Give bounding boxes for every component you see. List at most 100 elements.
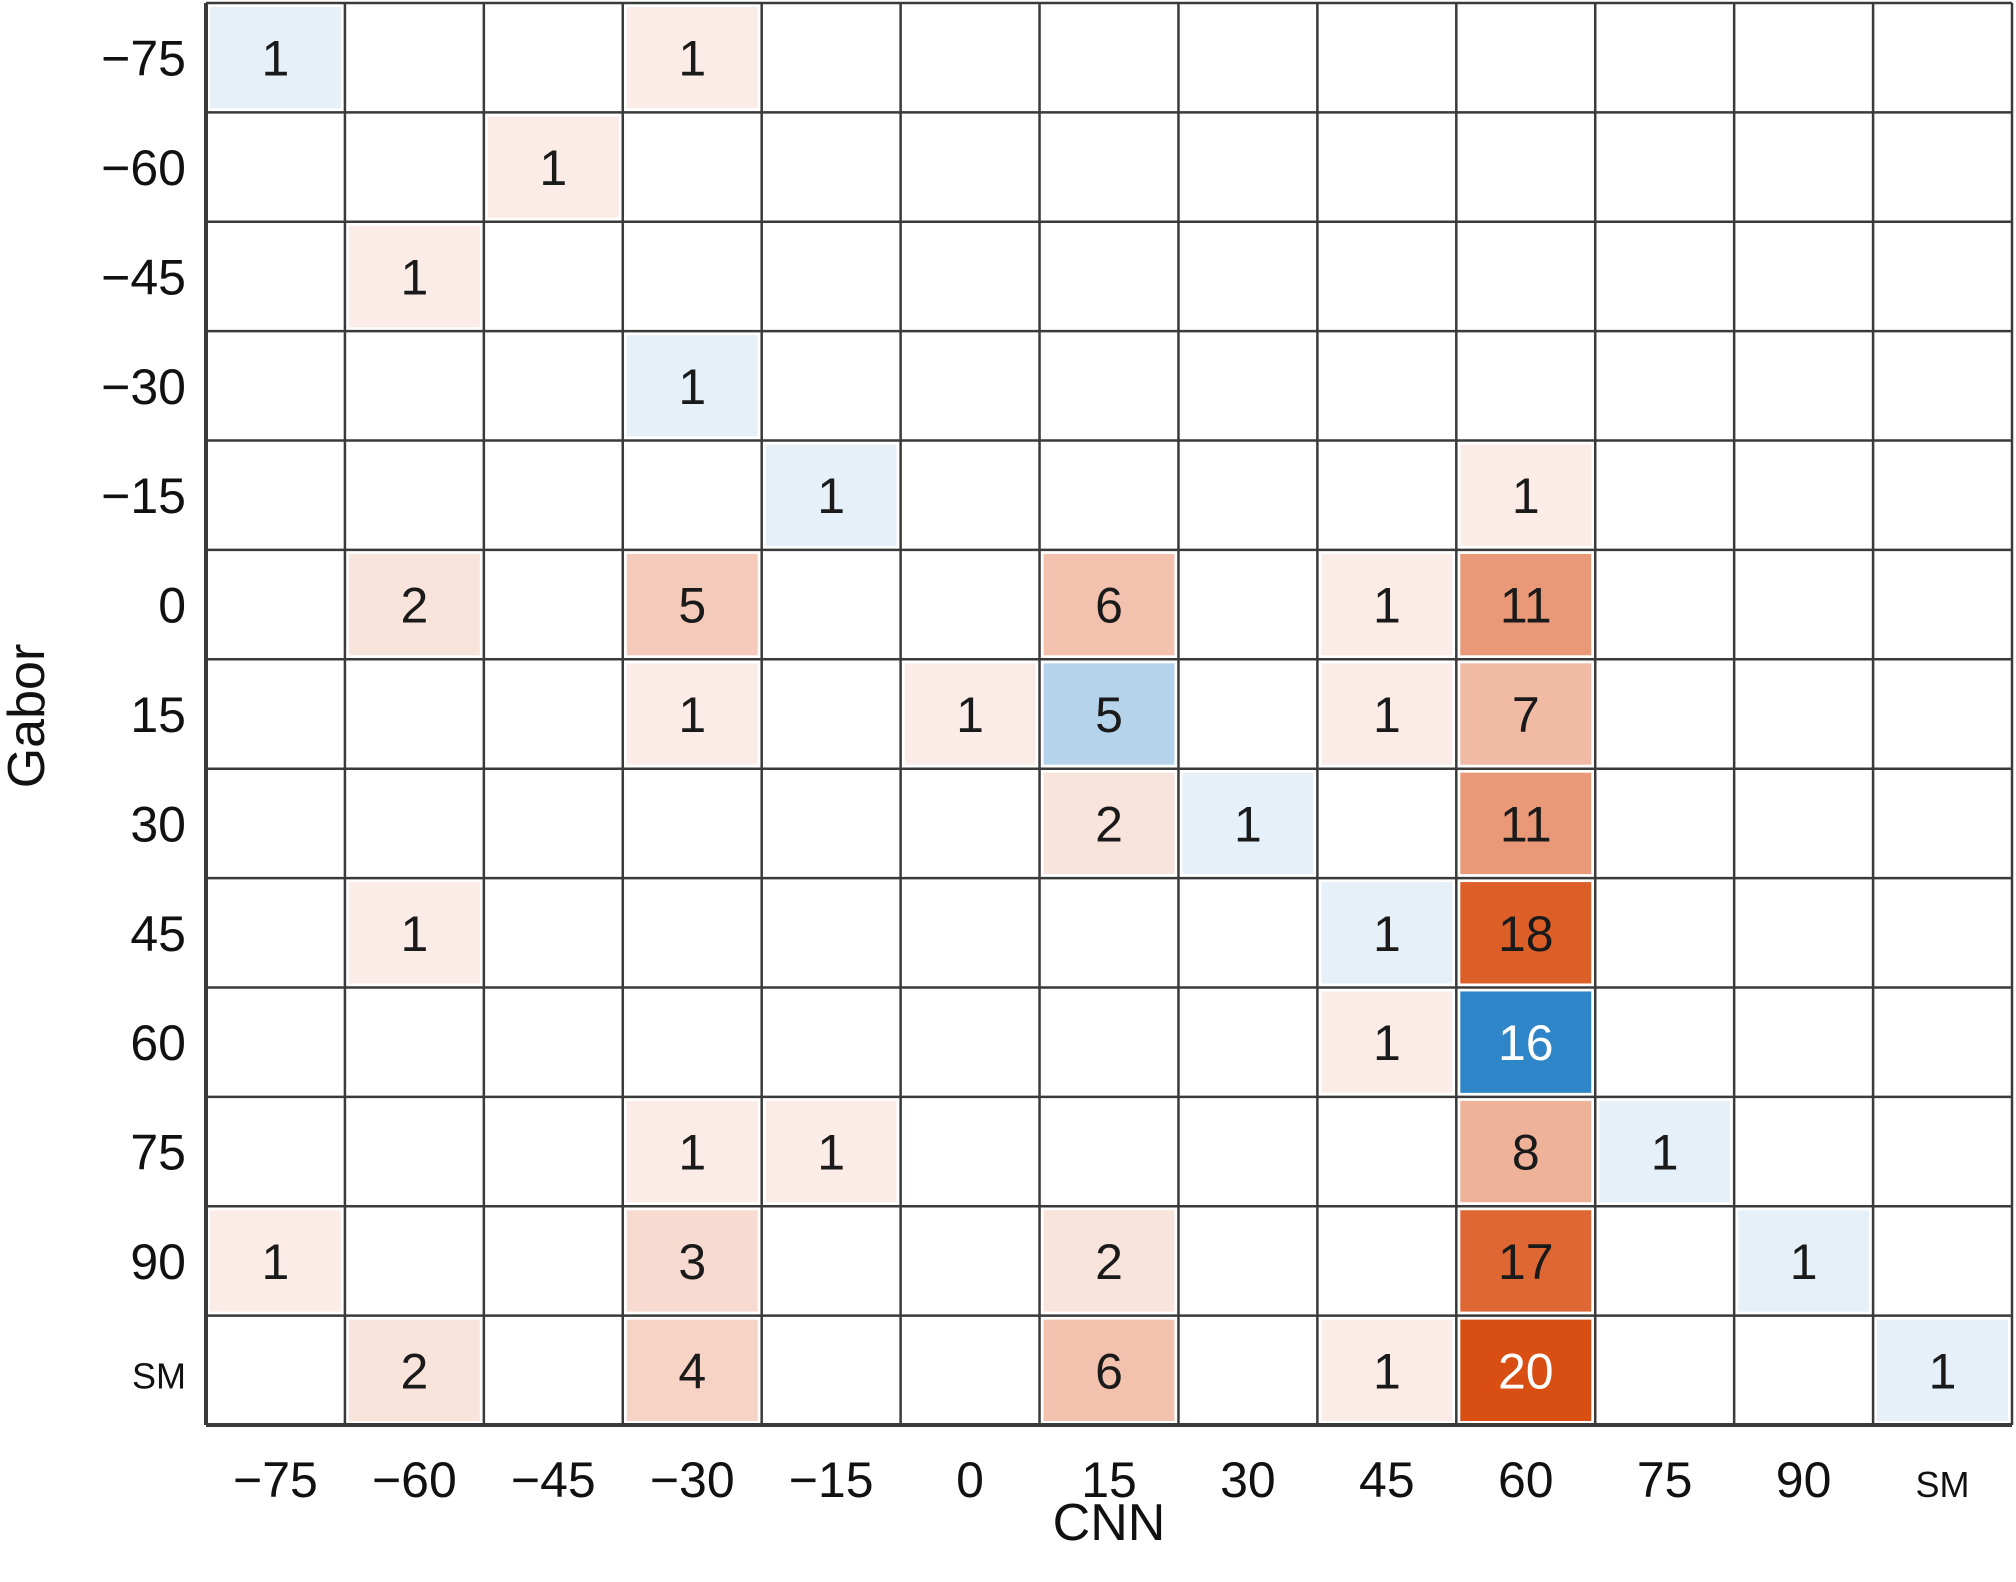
- heatmap-cell-r8-c9: [1460, 882, 1592, 984]
- heatmap-cell-r7-c6: [1043, 772, 1175, 875]
- cell-value-r1-c2: 1: [539, 140, 567, 196]
- heatmap-cell-r10-c9: [1460, 1100, 1592, 1203]
- heatmap-cell-r12-c3: [626, 1319, 758, 1421]
- x-tick-label: 45: [1359, 1452, 1415, 1508]
- cell-value-r5-c9: 11: [1500, 578, 1552, 634]
- heatmap-cell-r10-c3: [626, 1100, 758, 1203]
- x-tick-label: −60: [372, 1452, 457, 1508]
- cell-value-r12-c8: 1: [1373, 1343, 1401, 1399]
- x-tick-label: 60: [1498, 1452, 1554, 1508]
- heatmap-cell-r3-c3: [626, 335, 758, 437]
- cell-value-r10-c3: 1: [678, 1125, 706, 1181]
- heatmap-cell-r5-c1: [348, 553, 480, 656]
- cell-value-r7-c6: 2: [1095, 796, 1123, 852]
- cell-value-r11-c11: 1: [1790, 1234, 1818, 1290]
- cell-value-r9-c9: 16: [1498, 1015, 1554, 1071]
- cell-value-r11-c6: 2: [1095, 1234, 1123, 1290]
- y-tick-label: 45: [130, 906, 186, 962]
- heatmap-cell-r6-c6: [1043, 663, 1175, 765]
- heatmap-cell-r5-c8: [1321, 553, 1453, 656]
- heatmap-cell-r10-c10: [1599, 1100, 1731, 1203]
- heatmap-cell-r4-c9: [1460, 444, 1592, 546]
- heatmap-cell-r9-c8: [1321, 991, 1453, 1093]
- heatmap-cell-r6-c8: [1321, 663, 1453, 765]
- heatmap-cell-r12-c12: [1877, 1319, 2008, 1421]
- cell-value-r6-c3: 1: [678, 687, 706, 743]
- cell-value-r6-c9: 7: [1512, 687, 1540, 743]
- y-tick-label: −30: [101, 359, 186, 415]
- cell-value-r11-c9: 17: [1498, 1234, 1554, 1290]
- cell-value-r0-c3: 1: [678, 31, 706, 87]
- y-tick-label: 75: [130, 1125, 186, 1181]
- x-tick-labels: −75 −60 −45 −30 −15 0 15 30 45 60 75 90 SM: [233, 1452, 1969, 1508]
- heatmap-cell-r8-c1: [348, 882, 480, 984]
- heatmap-cell-r11-c3: [626, 1210, 758, 1312]
- cell-value-r4-c4: 1: [817, 468, 845, 524]
- cell-value-r6-c8: 1: [1373, 687, 1401, 743]
- heatmap-cell-r9-c9: [1460, 991, 1592, 1093]
- heatmap-cell-r10-c4: [765, 1100, 897, 1203]
- heatmap-cell-r5-c3: [626, 553, 758, 656]
- cell-value-r9-c8: 1: [1373, 1015, 1401, 1071]
- y-tick-labels: −75 −60 −45 −30 −15 0 15 30 45 60 75 90 SM: [101, 31, 186, 1397]
- x-tick-label: 30: [1220, 1452, 1276, 1508]
- heatmap-cell-r4-c4: [765, 444, 897, 546]
- heatmap-cell-r12-c9: [1460, 1319, 1592, 1421]
- x-tick-label: 90: [1776, 1452, 1832, 1508]
- heatmap-cell-r11-c0: [210, 1210, 341, 1312]
- y-tick-label: SM: [132, 1355, 186, 1396]
- cell-value-r8-c9: 18: [1498, 906, 1554, 962]
- cell-value-r6-c5: 1: [956, 687, 984, 743]
- cell-value-r8-c1: 1: [400, 906, 428, 962]
- y-tick-label: −15: [101, 468, 186, 524]
- x-tick-label: −75: [233, 1452, 318, 1508]
- heatmap-grid: [204, 1, 2014, 1427]
- heatmap-cell-r11-c11: [1738, 1210, 1870, 1312]
- heatmap-cell-r1-c2: [487, 116, 619, 218]
- heatmap-cell-r6-c5: [904, 663, 1036, 765]
- y-tick-label: 90: [130, 1234, 186, 1290]
- cell-value-r12-c1: 2: [400, 1343, 428, 1399]
- cell-value-r5-c8: 1: [1373, 578, 1401, 634]
- x-tick-label: 75: [1637, 1452, 1693, 1508]
- x-axis-title: CNN: [1053, 1494, 1166, 1552]
- cell-value-r7-c9: 11: [1500, 796, 1552, 852]
- y-tick-label: 0: [158, 578, 186, 634]
- cell-value-r0-c0: 1: [262, 31, 290, 87]
- x-tick-label: −45: [511, 1452, 596, 1508]
- y-tick-label: −60: [101, 140, 186, 196]
- x-tick-label: −30: [650, 1452, 735, 1508]
- cell-value-r10-c9: 8: [1512, 1125, 1540, 1181]
- cell-value-r12-c12: 1: [1929, 1343, 1957, 1399]
- cell-value-r12-c6: 6: [1095, 1343, 1123, 1399]
- cell-value-r5-c1: 2: [400, 578, 428, 634]
- heatmap-cell-r7-c7: [1182, 772, 1314, 875]
- heatmap-cell-r5-c6: [1043, 553, 1175, 656]
- cell-value-r11-c3: 3: [678, 1234, 706, 1290]
- heatmap-cell-r8-c8: [1321, 882, 1453, 984]
- cell-value-r8-c8: 1: [1373, 906, 1401, 962]
- y-axis-title: Gabor: [0, 644, 56, 789]
- cell-value-r10-c4: 1: [817, 1125, 845, 1181]
- x-tick-label: 15: [1081, 1452, 1137, 1508]
- cell-value-r4-c9: 1: [1512, 468, 1540, 524]
- y-tick-label: 60: [130, 1015, 186, 1071]
- heatmap-cell-r5-c9: [1460, 553, 1592, 656]
- cell-value-r12-c9: 20: [1498, 1343, 1554, 1399]
- cell-value-r2-c1: 1: [400, 249, 428, 305]
- cell-value-r12-c3: 4: [678, 1343, 706, 1399]
- heatmap-cell-r2-c1: [348, 225, 480, 328]
- heatmap-cell-r7-c9: [1460, 772, 1592, 875]
- y-tick-label: −75: [101, 31, 186, 87]
- cell-value-r6-c6: 5: [1095, 687, 1123, 743]
- heatmap-cell-r11-c6: [1043, 1210, 1175, 1312]
- x-tick-label: SM: [1916, 1464, 1970, 1505]
- cell-value-r7-c7: 1: [1234, 796, 1262, 852]
- heatmap-cell-r0-c3: [626, 7, 758, 109]
- y-tick-label: 30: [130, 796, 186, 852]
- x-tick-label: 0: [956, 1452, 984, 1508]
- heatmap-cell-r12-c6: [1043, 1319, 1175, 1421]
- heatmap-cells: [210, 7, 2008, 1421]
